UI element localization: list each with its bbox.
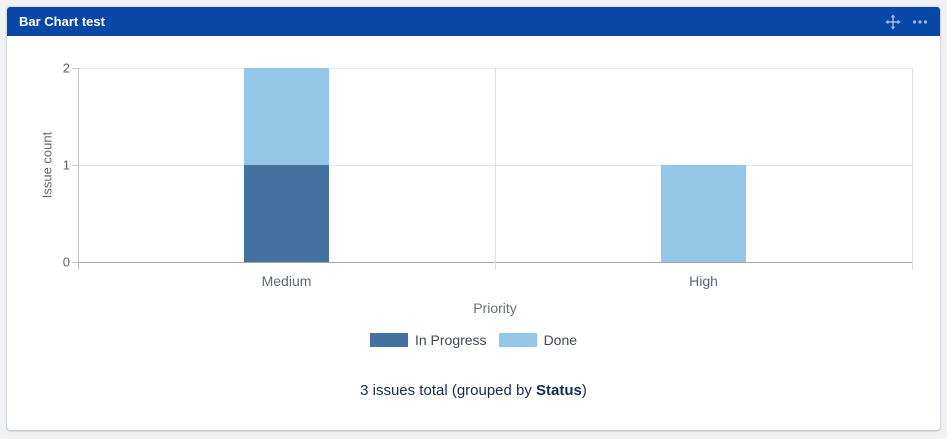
category-separator (912, 68, 913, 270)
legend-swatch-in-progress (369, 333, 408, 347)
gadget-header-actions (885, 13, 928, 30)
summary-prefix: 3 issues total (grouped by (360, 382, 537, 399)
y-tick-label: 0 (62, 254, 70, 270)
y-tick-mark (72, 165, 78, 166)
legend-label-in-progress: In Progress (414, 332, 487, 348)
x-axis-label-high: High (689, 273, 718, 289)
y-tick-label: 1 (62, 157, 70, 173)
legend-item-done[interactable]: Done (498, 332, 578, 348)
y-tick-mark (72, 68, 78, 69)
legend: In Progress Done (7, 332, 940, 348)
more-options-icon[interactable] (912, 14, 928, 30)
gadget-title: Bar Chart test (19, 14, 105, 29)
summary-suffix: ) (581, 382, 587, 399)
plot-area (78, 68, 913, 270)
summary-group-by: Status (536, 382, 582, 399)
legend-swatch-done (498, 333, 537, 347)
card-body: Issue count Medium High Priority In Progr… (7, 36, 940, 430)
summary: 3 issues total (grouped by Status) (7, 382, 940, 399)
category-separator (495, 68, 496, 270)
bar-high-done[interactable] (661, 165, 746, 262)
gadget-header: Bar Chart test (7, 7, 940, 36)
bar-medium-done[interactable] (244, 68, 329, 165)
bar-medium-in-progress[interactable] (244, 165, 329, 262)
x-axis-title: Priority (473, 300, 517, 316)
y-tick-label: 2 (62, 60, 70, 76)
x-axis-label-medium: Medium (261, 273, 312, 289)
bar-chart-gadget-card: Bar Chart test (7, 7, 940, 430)
y-tick-mark (72, 262, 78, 263)
x-axis-labels: Medium High (78, 273, 912, 289)
legend-label-done: Done (543, 332, 578, 348)
legend-item-in-progress[interactable]: In Progress (369, 332, 487, 348)
move-icon[interactable] (885, 13, 901, 30)
y-axis-line (78, 68, 79, 270)
